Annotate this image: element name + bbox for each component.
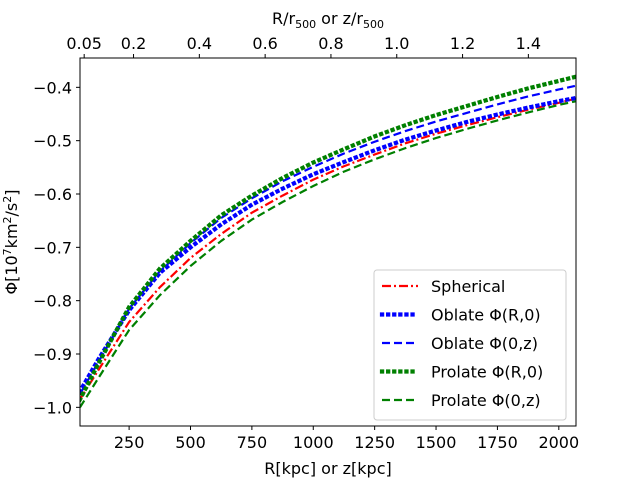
- x-tick-label: 1500: [416, 433, 457, 452]
- legend-label-4: Prolate Φ(R,0): [431, 363, 543, 382]
- y-tick-label: −0.5: [33, 132, 72, 151]
- legend-label-1: Spherical: [431, 277, 505, 296]
- series-line-4: [80, 74, 576, 403]
- legend-box: [373, 269, 567, 421]
- series-line-1: [80, 97, 576, 400]
- x-tick-label: 750: [237, 433, 268, 452]
- legend-label-2: Oblate Φ(R,0): [431, 306, 541, 325]
- y-tick-label: −0.9: [33, 345, 72, 364]
- x-tick-label: 500: [175, 433, 206, 452]
- x-tick-label: 1000: [293, 433, 334, 452]
- y-tick-label: −0.6: [33, 185, 72, 204]
- x-axis-label: R[kpc] or z[kpc]: [264, 459, 391, 478]
- x-tick-label: 1750: [477, 433, 518, 452]
- x-tick-label: 1250: [354, 433, 395, 452]
- x-tick-label: 2000: [538, 433, 579, 452]
- bottom-axis: 250 500 750 1000 1250 1500 1750 2000: [114, 426, 579, 452]
- y-tick-label: −0.8: [33, 292, 72, 311]
- legend-label-3: Oblate Φ(0,z): [431, 334, 538, 353]
- top-tick-label: 1.0: [384, 34, 409, 53]
- top-tick-label: 0.4: [187, 34, 212, 53]
- top-tick-label: 0.8: [318, 34, 343, 53]
- legend: Spherical Oblate Φ(R,0) Oblate Φ(0,z) Prola…: [373, 269, 567, 421]
- y-axis-label: Φ[107km2/s2]: [1, 189, 21, 294]
- left-axis: −1.0 −0.9 −0.8 −0.7 −0.6 −0.5 −0.4: [33, 78, 80, 417]
- legend-label-5: Prolate Φ(0,z): [431, 391, 541, 410]
- y-tick-label: −1.0: [33, 398, 72, 417]
- y-tick-label: −0.4: [33, 78, 72, 97]
- top-axis: 0.05 0.2 0.4 0.6 0.8 1.0 1.2 1.4: [66, 34, 541, 58]
- top-tick-label: 0.6: [252, 34, 277, 53]
- series-layer: [80, 74, 576, 408]
- top-tick-label: 1.2: [450, 34, 475, 53]
- x-tick-label: 250: [114, 433, 145, 452]
- series-line-3: [80, 84, 576, 395]
- y-tick-label: −0.7: [33, 238, 72, 257]
- top-tick-label: 1.4: [516, 34, 541, 53]
- axes-frame: [79, 57, 577, 427]
- top-tick-label: 0.2: [121, 34, 146, 53]
- series-line-5: [80, 100, 576, 408]
- top-axis-label: R/r500 or z/r500: [272, 9, 384, 31]
- top-tick-label: 0.05: [66, 34, 102, 53]
